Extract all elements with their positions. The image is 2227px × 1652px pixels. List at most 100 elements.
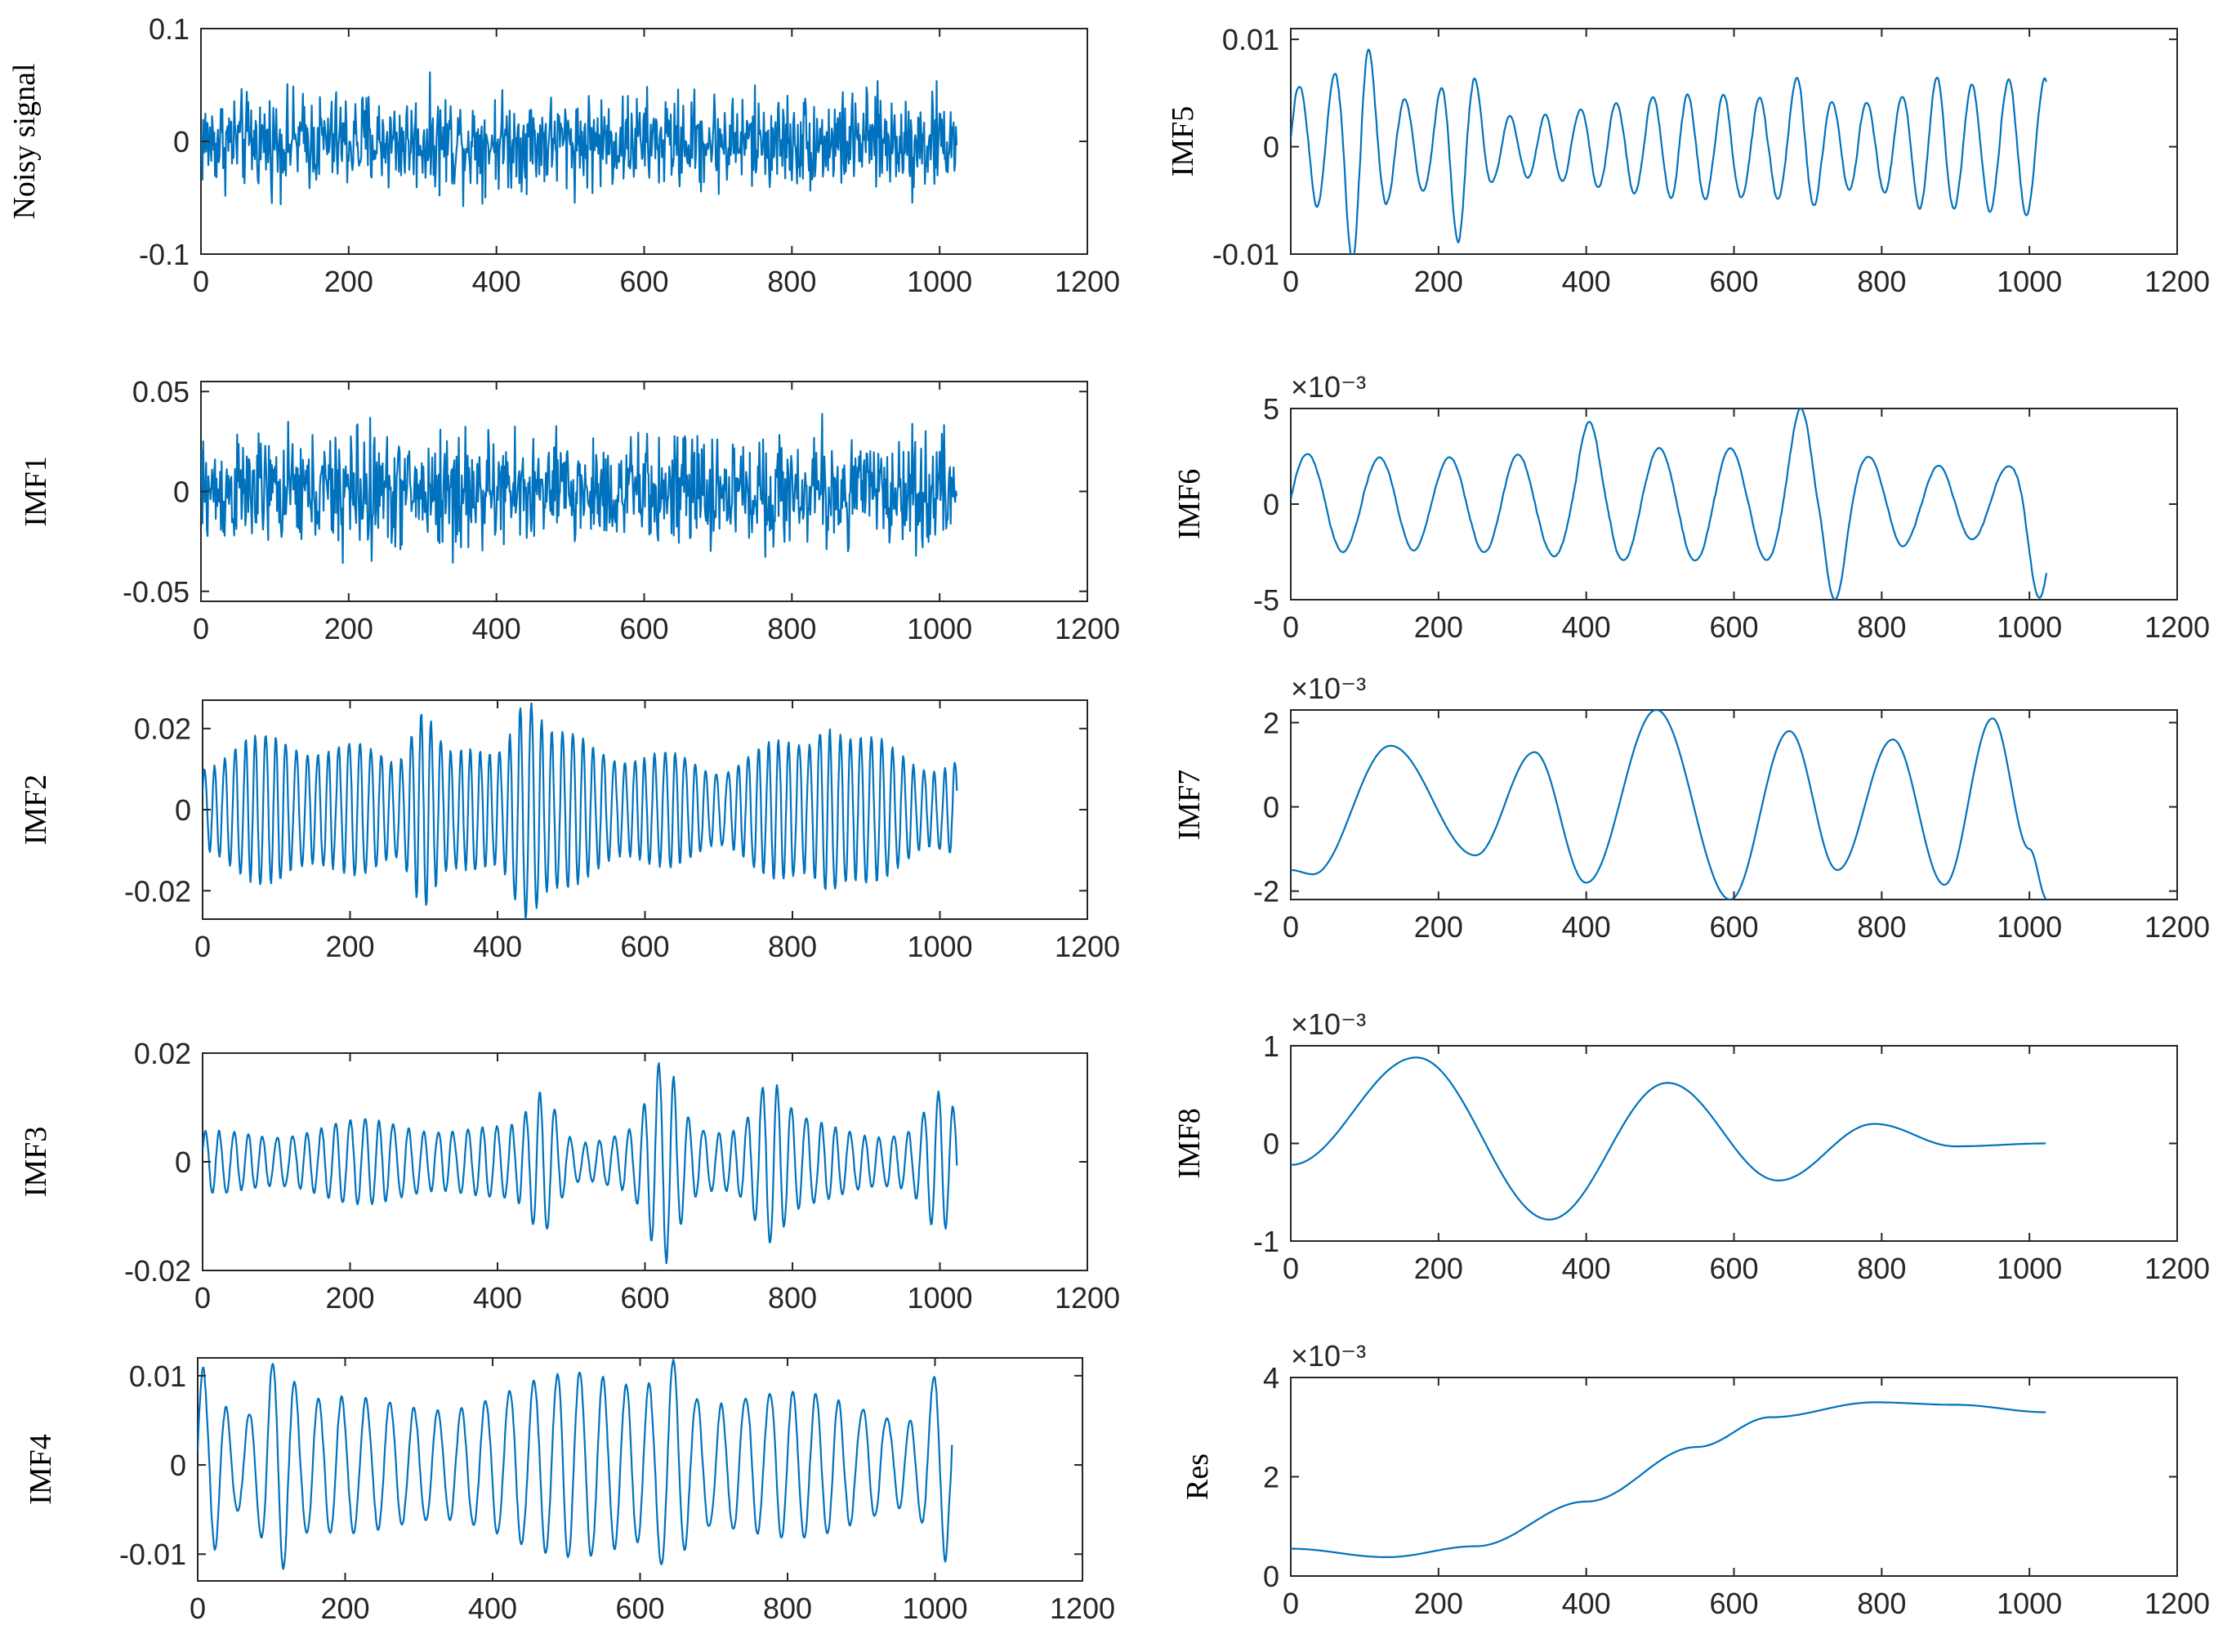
series-line <box>1291 409 2048 600</box>
y-tick-label: 0 <box>175 1145 191 1179</box>
x-tick-label: 400 <box>472 265 521 298</box>
series-line <box>1291 710 2047 900</box>
x-tick-label: 1200 <box>2144 1252 2210 1285</box>
x-tick-label: 1200 <box>2144 1587 2210 1620</box>
x-tick-label: 800 <box>768 930 817 963</box>
y-exponent-label: ×10⁻³ <box>1291 370 1366 404</box>
x-tick-label: 600 <box>615 1592 664 1625</box>
series-line <box>1291 48 2048 254</box>
axes-frame <box>1290 408 2178 601</box>
x-tick-label: 1000 <box>1997 1587 2062 1620</box>
y-axis-label: IMF5 <box>1166 106 1200 177</box>
series-line <box>203 1062 958 1265</box>
x-tick-label: 200 <box>1414 265 1463 298</box>
x-tick-label: 200 <box>325 930 374 963</box>
y-tick-label: 0.01 <box>129 1360 186 1393</box>
x-tick-label: 1200 <box>2144 910 2210 944</box>
x-tick-label: 200 <box>1414 1587 1463 1620</box>
x-tick-label: 800 <box>1857 610 1906 644</box>
x-tick-label: 800 <box>768 1281 817 1315</box>
x-tick-label: 1000 <box>1997 1252 2062 1285</box>
y-tick-label: 1 <box>1263 1029 1279 1063</box>
axes-frame <box>197 1357 1083 1582</box>
x-tick-label: 600 <box>620 930 669 963</box>
x-tick-label: 0 <box>194 1281 211 1315</box>
y-tick-label: 0 <box>1263 488 1279 521</box>
y-axis-label: IMF2 <box>19 775 53 846</box>
x-tick-label: 600 <box>1709 1587 1758 1620</box>
x-tick-label: 800 <box>1857 1252 1906 1285</box>
y-tick-label: -0.02 <box>124 874 191 908</box>
chart-panel-9: 0 200 400 600 800 1000 1200 0 2 4 ×10⁻³ Res <box>1180 1339 2210 1620</box>
y-axis-label: IMF1 <box>19 456 53 527</box>
y-tick-label: 0.05 <box>132 375 190 409</box>
y-axis-label: IMF6 <box>1172 469 1207 540</box>
y-axis-label: IMF8 <box>1172 1108 1207 1179</box>
y-tick-label: -0.05 <box>123 575 190 609</box>
x-tick-label: 1000 <box>907 612 972 645</box>
y-axis-label: Noisy signal <box>7 63 42 219</box>
y-tick-label: 0 <box>173 125 190 159</box>
y-tick-label: -1 <box>1253 1225 1279 1258</box>
x-tick-label: 800 <box>1857 265 1906 298</box>
x-tick-label: 0 <box>1283 265 1299 298</box>
x-tick-label: 400 <box>1562 265 1611 298</box>
y-tick-label: -0.1 <box>139 238 190 271</box>
x-tick-label: 400 <box>468 1592 517 1625</box>
x-tick-label: 600 <box>619 612 668 645</box>
x-tick-label: 400 <box>1562 910 1611 944</box>
axes-frame <box>1290 709 2178 900</box>
x-tick-label: 0 <box>1283 1252 1299 1285</box>
x-tick-label: 800 <box>767 612 816 645</box>
x-tick-label: 0 <box>1283 610 1299 644</box>
series-line <box>201 71 958 208</box>
y-tick-label: -0.01 <box>119 1538 186 1571</box>
x-tick-label: 1000 <box>1997 610 2062 644</box>
x-tick-label: 200 <box>320 1592 369 1625</box>
x-tick-label: 400 <box>473 930 522 963</box>
y-axis-label: IMF7 <box>1172 770 1207 841</box>
y-tick-label: -2 <box>1253 875 1279 909</box>
x-tick-label: 1000 <box>907 1281 972 1315</box>
axes-frame <box>202 1052 1088 1271</box>
axes-frame <box>202 699 1088 920</box>
x-tick-label: 200 <box>1414 610 1463 644</box>
x-tick-label: 1000 <box>1997 910 2062 944</box>
x-tick-label: 600 <box>1709 610 1758 644</box>
series-line <box>198 1359 953 1570</box>
x-tick-label: 800 <box>767 265 816 298</box>
x-tick-label: 200 <box>1414 910 1463 944</box>
x-tick-label: 1000 <box>1997 265 2062 298</box>
x-tick-label: 1000 <box>907 930 972 963</box>
x-tick-label: 400 <box>1562 610 1611 644</box>
x-tick-label: 1200 <box>1055 265 1120 298</box>
x-tick-label: 400 <box>1562 1252 1611 1285</box>
x-tick-label: 1000 <box>907 265 972 298</box>
x-tick-label: 1200 <box>1055 930 1120 963</box>
y-tick-label: 2 <box>1263 1461 1279 1494</box>
axes-frame <box>1290 1377 2178 1577</box>
x-tick-label: 400 <box>1562 1587 1611 1620</box>
series-line <box>1291 1056 2046 1221</box>
x-tick-label: 0 <box>190 1592 206 1625</box>
x-tick-label: 800 <box>763 1592 812 1625</box>
x-tick-label: 0 <box>194 930 211 963</box>
y-tick-label: -5 <box>1253 583 1279 617</box>
x-tick-label: 0 <box>1283 1587 1299 1620</box>
y-axis-label: IMF4 <box>24 1434 58 1505</box>
y-exponent-label: ×10⁻³ <box>1291 1007 1366 1041</box>
x-tick-label: 600 <box>1709 1252 1758 1285</box>
y-tick-label: 0.02 <box>134 1037 191 1070</box>
x-tick-label: 1200 <box>1055 1281 1120 1315</box>
x-tick-label: 1200 <box>2144 265 2210 298</box>
x-tick-label: 400 <box>473 1281 522 1315</box>
y-tick-label: -0.02 <box>124 1254 191 1288</box>
x-tick-label: 800 <box>1857 1587 1906 1620</box>
